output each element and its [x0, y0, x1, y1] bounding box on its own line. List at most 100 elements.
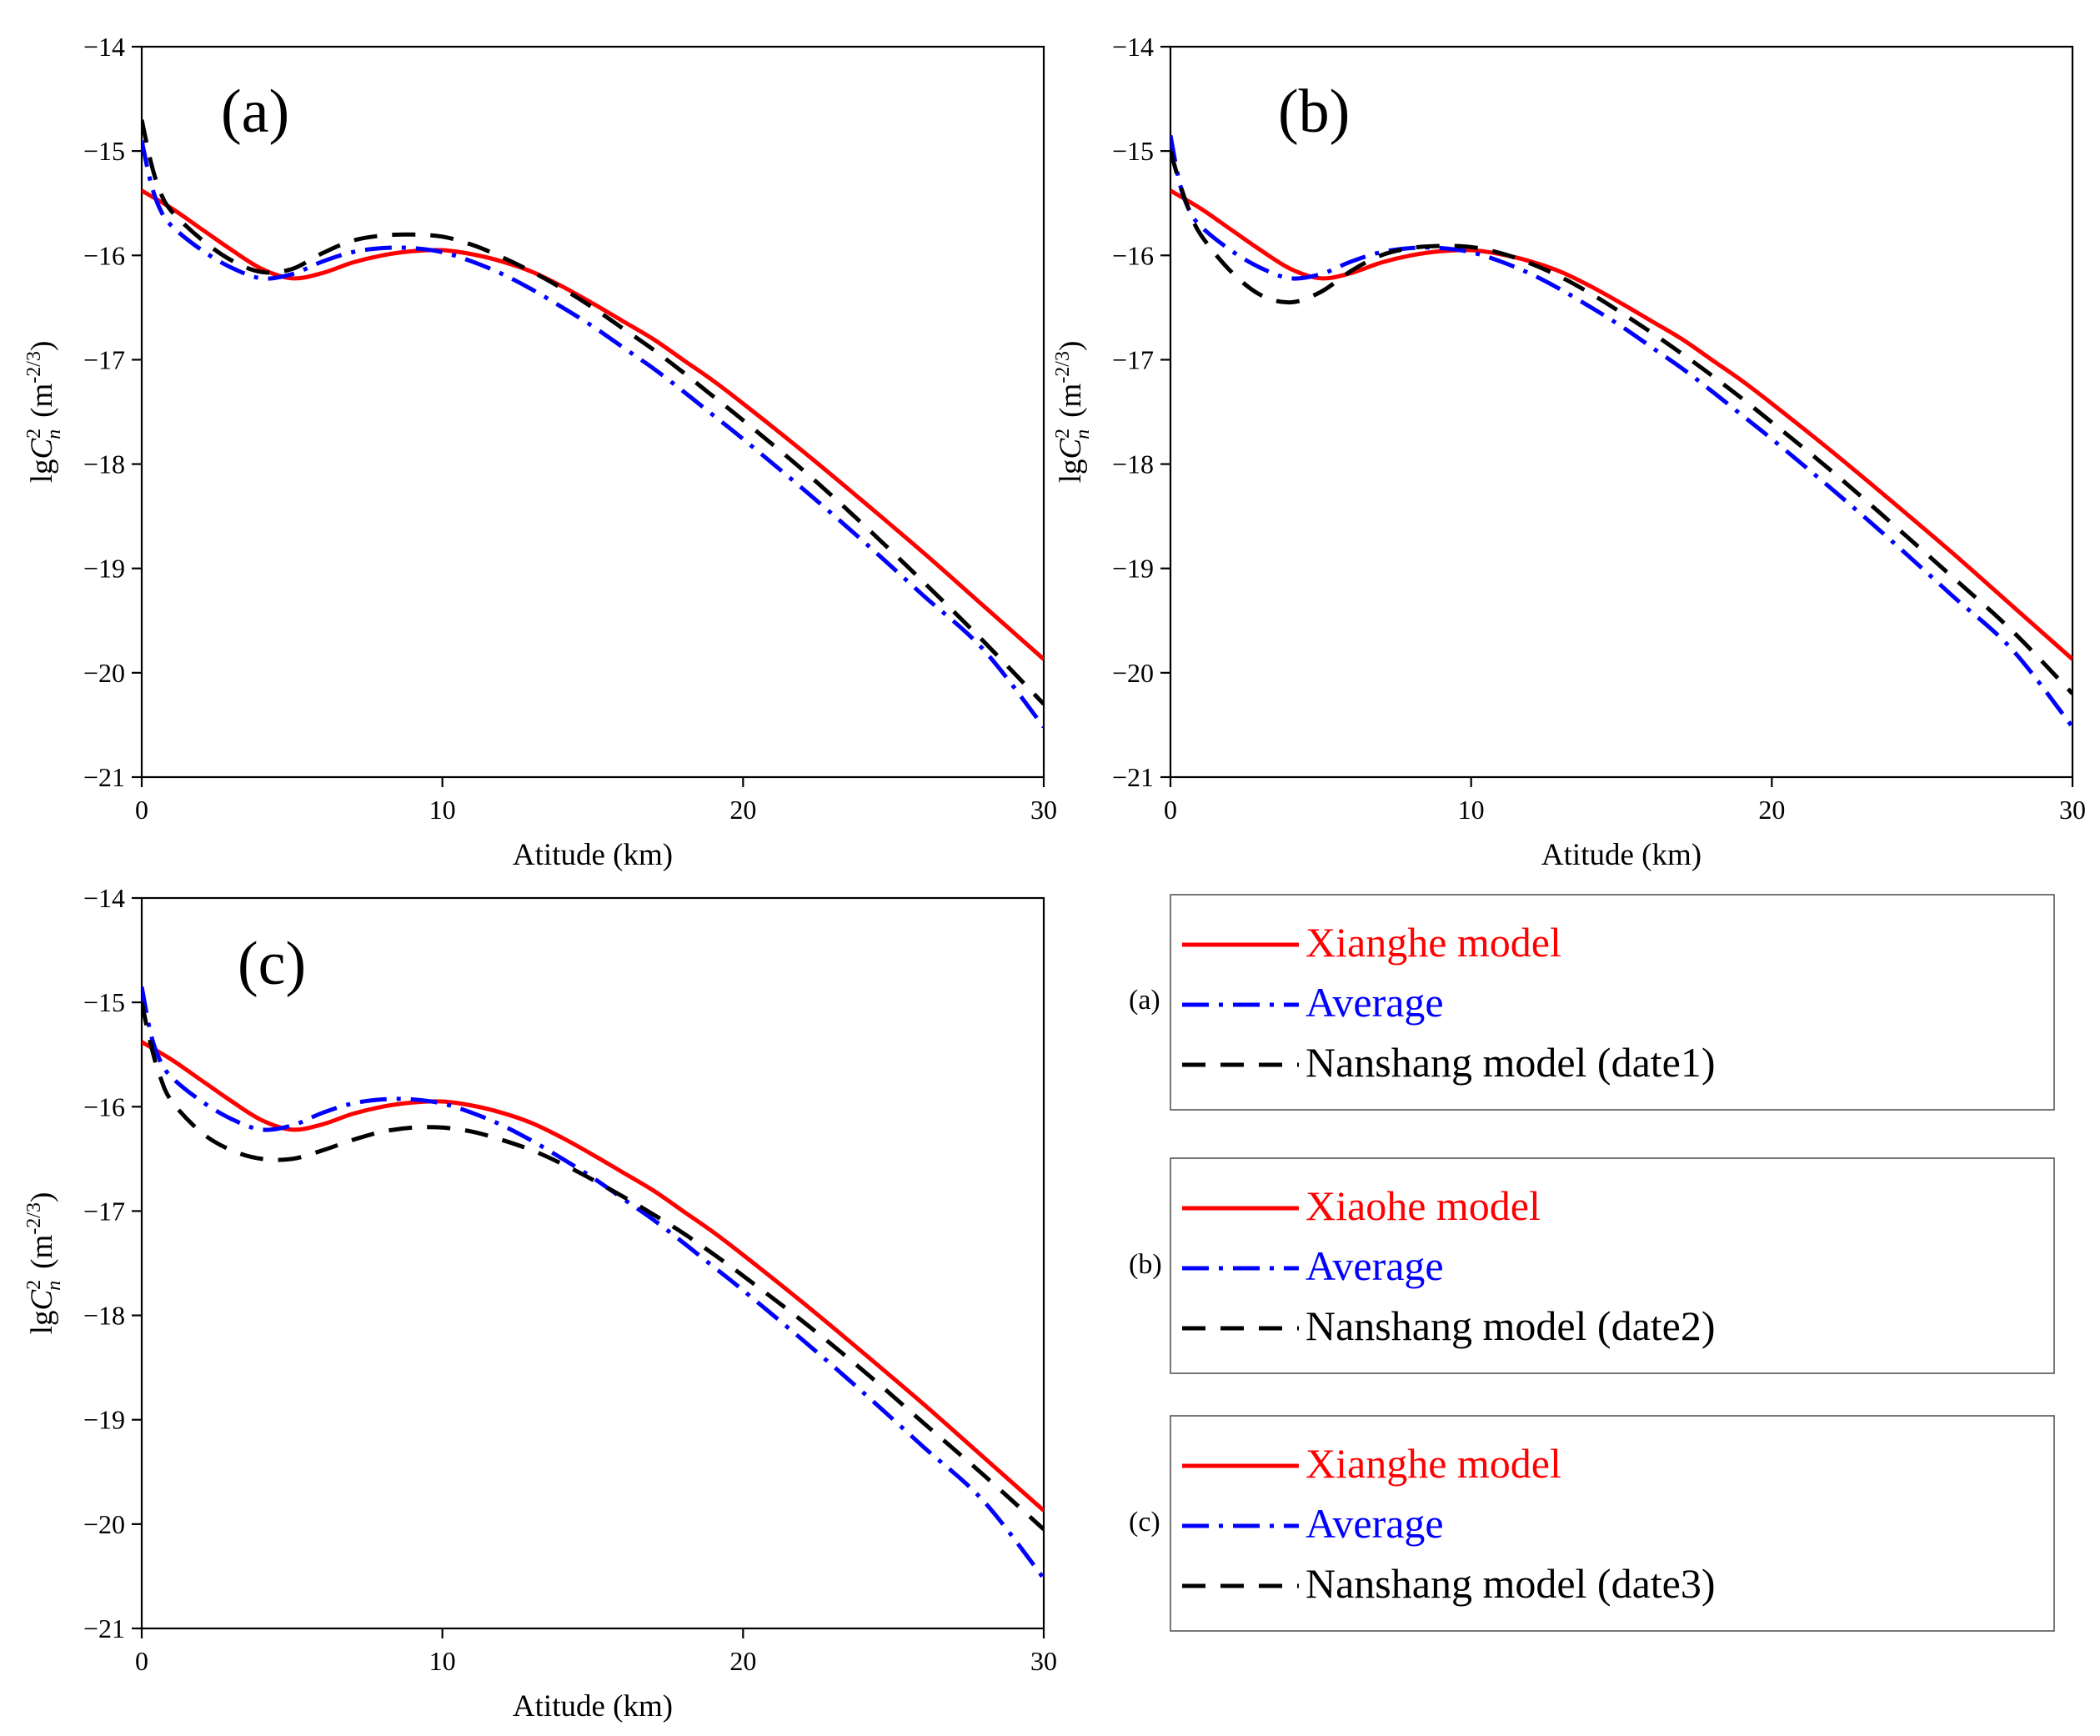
legend-item-label: Nanshang model (date3) — [1306, 1560, 1716, 1607]
series-line-dashdot — [1170, 134, 2072, 729]
series-line-solid — [142, 1040, 1044, 1513]
y-tick-label: −18 — [83, 1301, 125, 1331]
chart-panel-b: −14 −15 −16 −17 −18 −19 −20 −21 0 10 20 30 Atitude (… — [1052, 32, 2086, 872]
panel-label: (c) — [238, 930, 306, 998]
y-label-unit: (m — [25, 383, 59, 417]
y-label-prefix: lg — [25, 1311, 59, 1335]
y-tick-label: −16 — [83, 1091, 125, 1121]
y-axis-label: lgC2n (m-2/3) — [23, 1192, 65, 1335]
y-label-unit-superscript: -2/3 — [1052, 351, 1074, 384]
x-tick-label: 20 — [729, 1646, 756, 1676]
legend-item-label: Xianghe model — [1306, 1440, 1561, 1487]
x-tick-label: 30 — [2059, 795, 2086, 825]
y-label-unit: (m — [1054, 383, 1088, 417]
x-tick-label: 10 — [429, 1646, 456, 1676]
legend-c: (c) Xianghe model Average Nanshang model (d… — [1129, 1415, 2055, 1632]
y-tick-label: −15 — [83, 987, 125, 1017]
y-label-variable: C — [25, 1289, 59, 1311]
chart-panel-a: −14 −15 −16 −17 −18 −19 −20 −21 0 10 20 30 Atitude (… — [23, 32, 1057, 872]
y-tick-label: −15 — [83, 136, 125, 166]
y-tick-label: −16 — [1112, 240, 1154, 270]
y-tick-label: −17 — [83, 344, 125, 374]
y-label-superscript: 2 — [1052, 429, 1074, 439]
y-tick-label: −21 — [1112, 762, 1154, 792]
y-tick-label: −20 — [83, 1509, 125, 1539]
y-axis-label: lgC2n (m-2/3) — [23, 341, 65, 484]
y-label-prefix: lg — [1054, 459, 1088, 484]
legend-tag: (b) — [1129, 1249, 1162, 1280]
legend-tag: (c) — [1129, 1507, 1160, 1538]
y-tick-label: −14 — [1112, 32, 1154, 62]
panel-label: (b) — [1278, 78, 1350, 146]
legend-frame — [1170, 894, 2055, 1111]
legend-item-label: Xianghe model — [1306, 919, 1561, 966]
legend-item-label: Average — [1306, 1500, 1444, 1547]
y-label-unit: (m — [25, 1234, 59, 1268]
y-tick-label: −14 — [83, 883, 125, 913]
y-tick-label: −18 — [83, 449, 125, 479]
panel-label: (a) — [221, 78, 289, 146]
x-tick-label: 30 — [1030, 795, 1057, 825]
y-label-prefix: lg — [25, 459, 59, 484]
series-line-dashed — [142, 1001, 1044, 1531]
legend-item-label: Xiaohe model — [1306, 1182, 1541, 1229]
series-line-dashdot — [142, 140, 1044, 729]
y-tick-label: −14 — [83, 32, 125, 62]
x-axis-label: Atitude (km) — [513, 838, 673, 872]
y-label-subscript: n — [1072, 429, 1094, 439]
legend-frame — [1170, 1415, 2055, 1632]
y-tick-label: −15 — [1112, 136, 1154, 166]
y-tick-label: −17 — [1112, 344, 1154, 374]
y-tick-label: −18 — [1112, 449, 1154, 479]
legend-a: (a) Xianghe model Average Nanshang model (d… — [1129, 894, 2055, 1111]
y-label-variable: C — [25, 438, 59, 459]
x-axis-label: Atitude (km) — [1541, 838, 1702, 872]
y-tick-label: −19 — [1112, 554, 1154, 584]
legend-b: (b) Xiaohe model Average Nanshang model (da… — [1129, 1157, 2055, 1374]
legend-item-label: Nanshang model (date1) — [1306, 1039, 1716, 1086]
series-line-solid — [1170, 188, 2072, 661]
y-axis-label: lgC2n (m-2/3) — [1052, 341, 1094, 484]
legend-item-label: Average — [1306, 979, 1444, 1026]
plot-frame — [1169, 45, 2074, 779]
y-label-unit-close: ) — [25, 341, 59, 351]
y-tick-label: −19 — [83, 554, 125, 584]
y-label-subscript: n — [43, 1281, 65, 1291]
plot-frame — [140, 896, 1045, 1630]
x-tick-label: 20 — [729, 795, 756, 825]
x-axis-label: Atitude (km) — [513, 1689, 673, 1723]
y-tick-label: −17 — [83, 1196, 125, 1226]
y-label-unit-close: ) — [25, 1192, 59, 1202]
plot-frame — [140, 45, 1045, 779]
y-tick-label: −19 — [83, 1405, 125, 1435]
y-label-superscript: 2 — [23, 429, 45, 439]
x-tick-label: 10 — [1458, 795, 1485, 825]
y-label-superscript: 2 — [23, 1280, 45, 1290]
x-tick-label: 20 — [1758, 795, 1785, 825]
y-label-variable: C — [1054, 438, 1088, 459]
x-tick-label: 10 — [429, 795, 456, 825]
legend-tag: (a) — [1129, 985, 1160, 1016]
legend-frame — [1170, 1157, 2055, 1374]
y-label-unit-close: ) — [1054, 341, 1088, 351]
y-tick-label: −20 — [1112, 658, 1154, 688]
y-label-subscript: n — [43, 429, 65, 439]
legend-item-label: Nanshang model (date2) — [1306, 1302, 1716, 1349]
x-tick-label: 30 — [1030, 1646, 1057, 1676]
y-tick-label: −20 — [83, 658, 125, 688]
series-line-solid — [142, 188, 1044, 661]
y-tick-label: −16 — [83, 240, 125, 270]
x-tick-label: 0 — [1164, 795, 1177, 825]
y-label-unit-superscript: -2/3 — [23, 1202, 45, 1235]
x-tick-label: 0 — [135, 1646, 148, 1676]
y-label-unit-superscript: -2/3 — [23, 351, 45, 384]
series-line-dashed — [1170, 150, 2072, 695]
y-tick-label: −21 — [83, 1613, 125, 1643]
x-tick-label: 0 — [135, 795, 148, 825]
series-line-dashdot — [142, 986, 1044, 1580]
y-tick-label: −21 — [83, 762, 125, 792]
series-line-dashed — [142, 119, 1044, 706]
legend-item-label: Average — [1306, 1242, 1444, 1289]
chart-panel-c: −14 −15 −16 −17 −18 −19 −20 −21 0 10 20 30 Atitude (… — [23, 883, 1057, 1723]
